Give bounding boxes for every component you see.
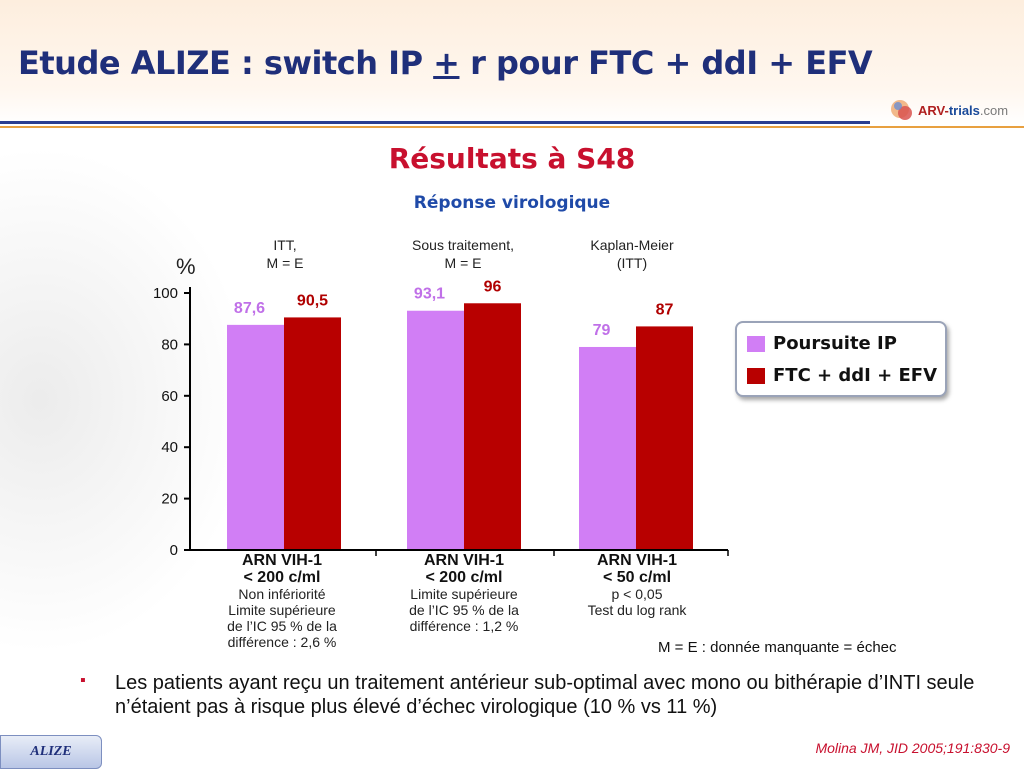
category-note-1: Non infériorité Limite supérieure de l’I… bbox=[227, 586, 337, 650]
data-label-poursuite-2: 93,1 bbox=[414, 286, 445, 303]
data-label-poursuite-1: 87,6 bbox=[234, 300, 265, 317]
bullet-text: Les patients ayant reçu un traitement an… bbox=[115, 672, 975, 718]
citation: Molina JM, JID 2005;191:830-9 bbox=[815, 740, 1010, 756]
y-tick-label-60: 60 bbox=[161, 388, 178, 405]
badge-label: ALIZE bbox=[30, 744, 72, 759]
group-label-sous-traitement: Sous traitement, M = E bbox=[412, 237, 514, 271]
bar-ftc-2 bbox=[464, 303, 521, 550]
bullet-square-icon: ▪ bbox=[80, 672, 86, 689]
header-rule-blue bbox=[0, 121, 870, 124]
y-tick-label-0: 0 bbox=[170, 542, 178, 559]
data-label-poursuite-3: 79 bbox=[593, 322, 611, 339]
bar-ftc-1 bbox=[284, 317, 341, 550]
logo-text-b: trials bbox=[948, 102, 980, 118]
title-plusminus: + bbox=[433, 44, 460, 82]
y-tick-label-20: 20 bbox=[161, 491, 178, 508]
logo-text-a: ARV- bbox=[918, 102, 949, 118]
legend-swatch-ftc bbox=[747, 367, 765, 384]
y-tick-label-40: 40 bbox=[161, 439, 178, 456]
page-title: Etude ALIZE : switch IP + r pour FTC + d… bbox=[18, 44, 873, 82]
header-rule-orange bbox=[0, 126, 1024, 128]
category-block-2: ARN VIH-1 < 200 c/ml Limite supérieure d… bbox=[374, 552, 554, 634]
bar-poursuite-3 bbox=[579, 346, 636, 550]
category-note-3: p < 0,05 Test du log rank bbox=[587, 586, 687, 618]
y-tick-label-100: 100 bbox=[153, 285, 178, 302]
data-label-ftc-3: 87 bbox=[656, 301, 674, 318]
group-label-kaplan-meier: Kaplan-Meier (ITT) bbox=[590, 237, 674, 271]
study-badge: ALIZE bbox=[0, 735, 102, 769]
y-tick-label-80: 80 bbox=[161, 336, 178, 353]
group-label-itt: ITT, M = E bbox=[266, 237, 304, 271]
data-label-ftc-1: 90,5 bbox=[297, 292, 328, 309]
legend-item-poursuite: Poursuite IP bbox=[747, 333, 897, 354]
chart-legend: Poursuite IP FTC + ddI + EFV bbox=[735, 321, 947, 397]
legend-swatch-poursuite bbox=[747, 335, 765, 352]
legend-label-ftc: FTC + ddI + EFV bbox=[773, 365, 938, 386]
category-note-2: Limite supérieure de l’IC 95 % de la dif… bbox=[409, 586, 519, 634]
bar-poursuite-2 bbox=[407, 310, 464, 550]
logo-text-c: .com bbox=[979, 102, 1009, 118]
logo-mark-icon bbox=[891, 100, 912, 120]
category-block-1: ARN VIH-1 < 200 c/ml Non infériorité Lim… bbox=[192, 552, 372, 650]
legend-item-ftc: FTC + ddI + EFV bbox=[747, 365, 937, 386]
bullet-point: ▪ Les patients ayant reçu un traitement … bbox=[80, 671, 1000, 719]
category-main-1: ARN VIH-1 < 200 c/ml bbox=[241, 552, 322, 586]
subtitle: Résultats à S48 bbox=[388, 142, 636, 175]
bar-ftc-3 bbox=[636, 326, 693, 550]
bar-poursuite-1 bbox=[227, 324, 284, 550]
category-main-3: ARN VIH-1 < 50 c/ml bbox=[596, 552, 677, 586]
title-suffix: r pour FTC + ddI + EFV bbox=[459, 44, 873, 82]
arv-trials-logo: ARV-trials.com bbox=[888, 96, 1020, 124]
logo-text: ARV-trials.com bbox=[918, 103, 1008, 118]
section-title: Réponse virologique bbox=[413, 193, 611, 213]
category-block-3: ARN VIH-1 < 50 c/ml p < 0,05 Test du log… bbox=[547, 552, 727, 618]
legend-label-poursuite: Poursuite IP bbox=[773, 333, 897, 354]
data-label-ftc-2: 96 bbox=[484, 278, 502, 295]
title-prefix: Etude ALIZE : switch IP bbox=[18, 44, 434, 82]
category-main-2: ARN VIH-1 < 200 c/ml bbox=[423, 552, 504, 586]
footnote: M = E : donnée manquante = échec bbox=[658, 639, 897, 656]
y-axis-label: % bbox=[176, 254, 196, 279]
